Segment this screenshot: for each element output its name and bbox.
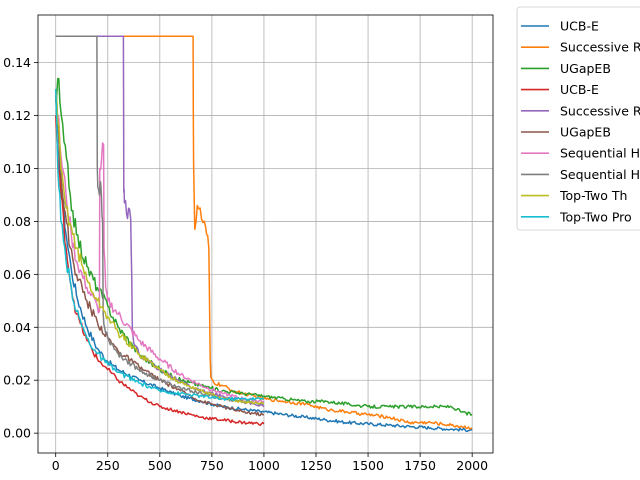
x-tick-label: 2000 [456, 458, 488, 473]
series-line [55, 35, 473, 430]
legend: UCB-E Successive R UGapEB UCB-E Successive R… [516, 6, 640, 231]
x-tick-label: 0 [52, 458, 60, 473]
series-lines [54, 35, 473, 433]
y-tick-label: 0.14 [3, 55, 31, 70]
y-tick-label: 0.04 [3, 320, 31, 335]
legend-label: Successive R [560, 103, 640, 118]
legend-label: Sequential H [560, 167, 640, 182]
series-line [54, 77, 473, 416]
y-tick-label: 0.06 [3, 267, 31, 282]
x-tick-label: 750 [200, 458, 224, 473]
x-tick-label: 1000 [248, 458, 280, 473]
legend-label: Top-Two Pro [559, 209, 632, 224]
x-tick-label: 1500 [352, 458, 384, 473]
y-axis: 0.00 0.02 0.04 0.06 0.08 0.10 0.12 0.14 [3, 55, 38, 441]
legend-label: UGapEB [560, 61, 611, 76]
x-tick-label: 1750 [404, 458, 436, 473]
legend-label: Successive R [560, 40, 640, 55]
y-tick-label: 0.00 [3, 426, 31, 441]
series-line [54, 89, 265, 403]
legend-label: UCB-E [560, 82, 599, 97]
legend-label: UCB-E [560, 19, 599, 34]
x-tick-label: 500 [148, 458, 172, 473]
legend-label: Top-Two Th [559, 188, 627, 203]
x-tick-label: 1250 [300, 458, 332, 473]
series-line [54, 89, 265, 405]
y-tick-label: 0.08 [3, 214, 31, 229]
legend-label: Sequential H [560, 146, 640, 161]
legend-label: UGapEB [560, 125, 611, 140]
x-tick-label: 250 [96, 458, 120, 473]
x-axis: 0 250 500 750 1000 1250 1500 1750 2000 [52, 453, 488, 473]
y-tick-label: 0.12 [3, 108, 31, 123]
y-tick-label: 0.10 [3, 161, 31, 176]
series-line [54, 89, 265, 402]
plot-area-frame [37, 14, 494, 454]
grid [38, 15, 493, 453]
y-tick-label: 0.02 [3, 373, 31, 388]
